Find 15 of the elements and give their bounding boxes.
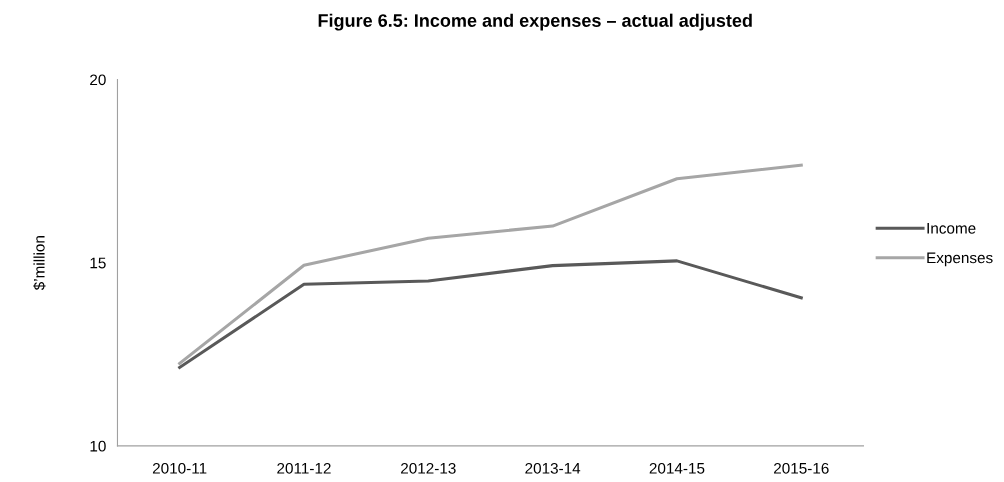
y-tick-label: 15 [90, 257, 106, 269]
legend-label: Expenses [927, 252, 993, 267]
legend-label: Income [927, 223, 976, 234]
x-tick-label: 2011-12 [277, 462, 331, 474]
x-tick-label: 2014-15 [649, 462, 705, 474]
y-tick-label: 10 [90, 440, 106, 452]
y-tick-label: 20 [90, 74, 106, 86]
line-series [178, 163, 803, 365]
x-tick-label: 2015-16 [774, 462, 829, 474]
x-tick-label: 2012-13 [401, 462, 456, 474]
x-tick-label: 2010-11 [152, 462, 207, 474]
chart-title: Figure 6.5: Income and expenses – actual adjusted [318, 13, 752, 31]
x-tick-label: 2013-14 [525, 462, 581, 474]
line-series [178, 259, 803, 369]
y-axis-title: $’million [33, 236, 46, 291]
